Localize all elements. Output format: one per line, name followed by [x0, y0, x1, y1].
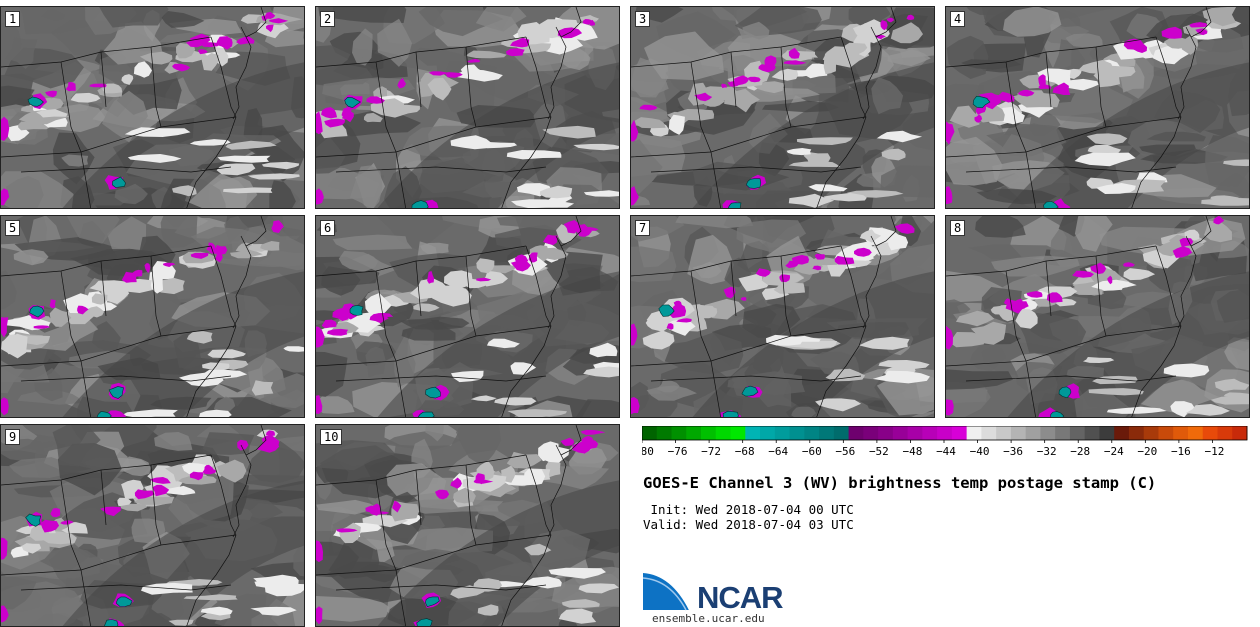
panel-number: 2: [320, 11, 336, 27]
map-panel: 10: [315, 424, 620, 627]
colorbar-swatch: [1010, 426, 1027, 440]
water-vapor-map: [631, 7, 934, 208]
colorbar-swatch: [878, 426, 894, 440]
map-panel: 1: [0, 6, 305, 209]
panel-number: 9: [5, 429, 21, 445]
colorbar-swatch: [1128, 426, 1145, 440]
colorbar-swatch: [1084, 426, 1100, 440]
colorbar-swatch: [981, 426, 997, 440]
colorbar-swatch: [833, 426, 850, 440]
colorbar-tick-label: −12: [1205, 445, 1225, 458]
water-vapor-map: [316, 425, 619, 626]
colorbar-swatch: [745, 426, 761, 440]
colorbar-tick-label: −36: [1003, 445, 1023, 458]
colorbar-swatch: [1187, 426, 1204, 440]
colorbar-swatch: [937, 426, 953, 440]
colorbar-swatch: [1232, 426, 1248, 440]
map-panel: 5: [0, 215, 305, 418]
colorbar-tick-label: −60: [802, 445, 822, 458]
colorbar-swatch: [907, 426, 923, 440]
colorbar-swatch: [760, 426, 776, 440]
colorbar-tick-label: −16: [1171, 445, 1191, 458]
colorbar-swatch: [656, 426, 673, 440]
colorbar-swatch: [804, 426, 820, 440]
colorbar-tick-label: −40: [970, 445, 990, 458]
colorbar-swatch: [1069, 426, 1086, 440]
water-vapor-map: [1, 7, 304, 208]
panel-number: 1: [5, 11, 21, 27]
water-vapor-map: [946, 7, 1249, 208]
colorbar-swatch: [892, 426, 909, 440]
colorbar-swatch: [1055, 426, 1071, 440]
colorbar-swatch: [1099, 426, 1115, 440]
colorbar-tick-label: −64: [768, 445, 788, 458]
panel-number: 8: [950, 220, 966, 236]
colorbar-swatch: [1202, 426, 1218, 440]
water-vapor-map: [1, 425, 304, 626]
colorbar-swatch: [730, 426, 746, 440]
colorbar-tick-label: −68: [735, 445, 755, 458]
panel-number: 10: [320, 429, 343, 445]
colorbar-tick-label: −72: [701, 445, 721, 458]
colorbar-swatch: [819, 426, 835, 440]
colorbar-swatch: [715, 426, 732, 440]
water-vapor-map: [316, 216, 619, 417]
colorbar-swatch: [789, 426, 805, 440]
colorbar-swatch: [951, 426, 968, 440]
map-panel: 8: [945, 215, 1250, 418]
panel-number: 4: [950, 11, 966, 27]
water-vapor-map: [946, 216, 1249, 417]
water-vapor-map: [631, 216, 934, 417]
water-vapor-map: [1, 216, 304, 417]
colorbar-tick-label: −48: [903, 445, 923, 458]
colorbar-swatch: [1173, 426, 1189, 440]
colorbar-swatch: [1217, 426, 1233, 440]
water-vapor-map: [316, 7, 619, 208]
colorbar-tick-label: −24: [1104, 445, 1124, 458]
map-panel: 2: [315, 6, 620, 209]
ncar-logo-icon: [642, 571, 691, 611]
colorbar-swatch: [848, 426, 864, 440]
colorbar-swatch: [922, 426, 938, 440]
colorbar-swatch: [1158, 426, 1174, 440]
panel-number: 3: [635, 11, 651, 27]
colorbar-swatch: [642, 426, 658, 440]
colorbar-tick-label: −80: [642, 445, 654, 458]
map-panel: 3: [630, 6, 935, 209]
colorbar-tick-label: −20: [1137, 445, 1157, 458]
map-panel: 9: [0, 424, 305, 627]
panel-number: 5: [5, 220, 21, 236]
colorbar-swatch: [966, 426, 982, 440]
init-time: Init: Wed 2018-07-04 00 UTC: [643, 502, 854, 517]
colorbar-swatch: [1114, 426, 1130, 440]
panel-number: 6: [320, 220, 336, 236]
map-panel: 7: [630, 215, 935, 418]
colorbar-swatch: [863, 426, 879, 440]
colorbar-tick-label: −32: [1037, 445, 1057, 458]
colorbar-tick-label: −56: [835, 445, 855, 458]
colorbar-tick-label: −44: [936, 445, 956, 458]
logo-url: ensemble.ucar.edu: [652, 612, 765, 625]
colorbar-swatch: [1040, 426, 1056, 440]
colorbar-tick-label: −52: [869, 445, 889, 458]
plot-title: GOES-E Channel 3 (WV) brightness temp po…: [643, 474, 1157, 492]
valid-time: Valid: Wed 2018-07-04 03 UTC: [643, 517, 854, 532]
colorbar-swatch: [1025, 426, 1041, 440]
colorbar-swatch: [671, 426, 687, 440]
colorbar-swatch: [996, 426, 1012, 440]
ncar-wordmark: NCAR: [697, 580, 784, 615]
colorbar-swatch: [774, 426, 791, 440]
colorbar: −80−76−72−68−64−60−56−52−48−44−40−36−32−…: [642, 426, 1248, 458]
colorbar-tick-label: −28: [1070, 445, 1090, 458]
colorbar-swatch: [686, 426, 702, 440]
colorbar-swatch: [1143, 426, 1159, 440]
panel-number: 7: [635, 220, 651, 236]
colorbar-swatch: [701, 426, 717, 440]
map-panel: 6: [315, 215, 620, 418]
colorbar-tick-label: −76: [668, 445, 688, 458]
map-panel: 4: [945, 6, 1250, 209]
